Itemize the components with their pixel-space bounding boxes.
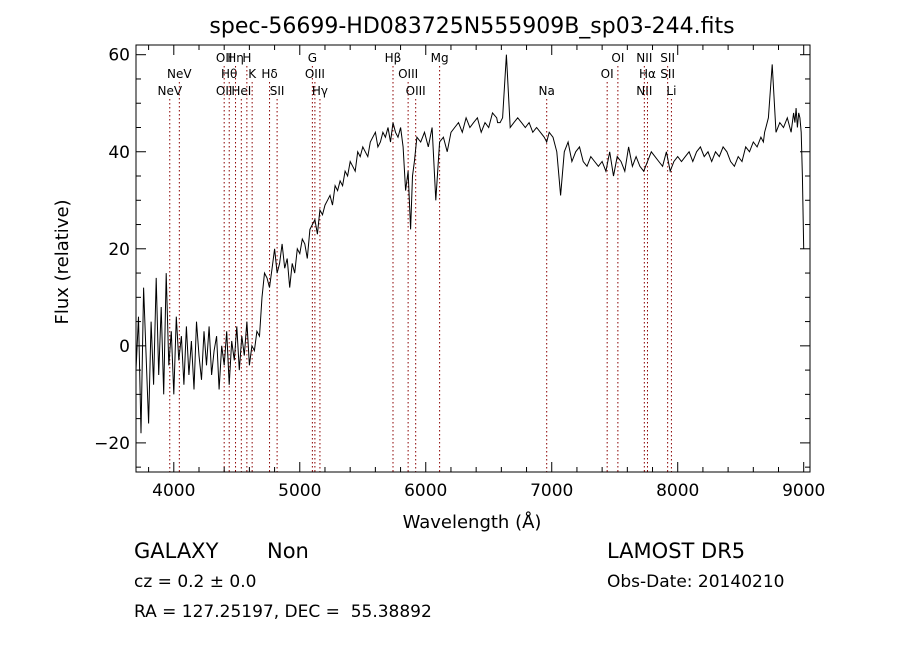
line-marker-label: HeI: [231, 84, 251, 98]
x-tick-label: 9000: [782, 481, 825, 501]
object-class: GALAXY: [134, 539, 219, 563]
line-marker-label: OIII: [406, 84, 426, 98]
line-marker-label: OI: [601, 67, 614, 81]
axis-ticks: 4000 5000 6000 7000 8000 9000 −20 0 20 40 60: [94, 45, 825, 501]
spectrum-line: [135, 54, 805, 434]
y-tick-label: 0: [119, 337, 130, 357]
line-marker-label: OIII: [305, 67, 325, 81]
line-marker-label: NII: [636, 51, 652, 65]
x-tick-label: 5000: [278, 481, 321, 501]
redshift-value: cz = 0.2 ± 0.0: [134, 572, 257, 592]
x-tick-label: 6000: [404, 481, 447, 501]
line-marker-label: NII: [636, 84, 652, 98]
line-marker-label: Hη: [227, 51, 244, 65]
line-marker-label: K: [248, 67, 257, 81]
line-marker-label: Li: [666, 84, 676, 98]
y-axis-label: Flux (relative): [52, 199, 73, 324]
line-marker-label: OIII: [398, 67, 418, 81]
plot-frame: [135, 44, 811, 473]
line-marker-label: Mg: [431, 51, 449, 65]
spectrum-chart: spec-56699-HD083725N555909B_sp03-244.fit…: [52, 14, 825, 533]
line-marker-label: Hβ: [385, 51, 402, 65]
x-tick-label: 7000: [530, 481, 573, 501]
object-subclass: Non: [267, 539, 309, 563]
line-marker-label: OII: [216, 84, 233, 98]
y-tick-label: 60: [108, 46, 130, 66]
line-marker-label: SII: [660, 51, 675, 65]
y-tick-label: 20: [108, 240, 130, 260]
line-markers: NeV NeV OII OII Hθ Hη HeI HK Hδ SII G OIII Hγ Hβ OIII O…: [157, 51, 676, 472]
line-marker-label: Na: [539, 84, 555, 98]
line-marker-label: Hθ: [221, 67, 237, 81]
line-marker-label: OII: [216, 51, 233, 65]
coordinates: RA = 127.25197, DEC = 55.38892: [134, 602, 432, 622]
survey-name: LAMOST DR5: [607, 539, 746, 563]
line-marker-label: SII: [270, 84, 285, 98]
line-marker-label: H: [242, 51, 251, 65]
line-marker-label: Hδ: [261, 67, 277, 81]
line-marker-label: G: [308, 51, 317, 65]
x-tick-label: 4000: [152, 481, 195, 501]
observation-date: Obs-Date: 20140210: [607, 572, 785, 592]
line-marker-label: NeV: [167, 67, 192, 81]
line-marker-label: SII: [660, 67, 675, 81]
x-tick-label: 8000: [656, 481, 699, 501]
x-axis-label: Wavelength (Å): [403, 511, 542, 533]
y-tick-label: −20: [94, 434, 130, 454]
line-marker-label: OI: [611, 51, 624, 65]
chart-title: spec-56699-HD083725N555909B_sp03-244.fit…: [209, 14, 734, 39]
line-marker-label: NeV: [157, 84, 182, 98]
line-marker-label: Hγ: [312, 84, 328, 98]
line-marker-label: Hα: [639, 67, 656, 81]
y-tick-label: 40: [108, 143, 130, 163]
